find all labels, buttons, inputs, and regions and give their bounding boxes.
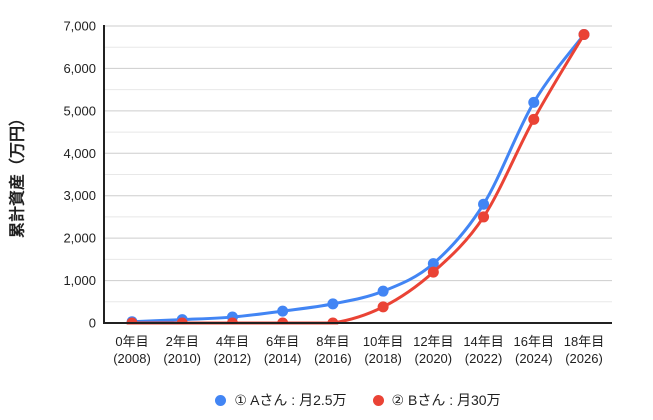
x-tick-label: 18年目(2026) — [564, 334, 604, 366]
x-axis-tick-labels: 0年目(2008) 2年目(2010) 4年目(2012) 6年目(2014) 8年目(… — [113, 334, 604, 366]
series-a-dot-icon — [215, 394, 227, 406]
data-point-series-0[interactable] — [427, 258, 439, 270]
data-point-series-0[interactable] — [478, 198, 490, 210]
x-tick-label: 10年目(2018) — [363, 334, 403, 366]
data-point-series-1[interactable] — [528, 113, 540, 125]
y-axis-tick-labels: 0 1,000 2,000 3,000 4,000 5,000 6,000 7,000 — [63, 19, 96, 331]
series-layer — [126, 28, 590, 325]
y-tick-label: 3,000 — [63, 188, 96, 203]
data-point-series-1[interactable] — [578, 28, 590, 40]
y-tick-label: 4,000 — [63, 146, 96, 161]
y-tick-label: 0 — [89, 316, 96, 331]
x-tick-label: 0年目(2008) — [113, 334, 151, 366]
legend-label-series-b: ② Bさん : 月30万 — [391, 392, 501, 408]
data-point-series-0[interactable] — [528, 96, 540, 108]
x-tick-label: 12年目(2020) — [413, 334, 453, 366]
data-point-series-1[interactable] — [377, 301, 389, 313]
y-tick-label: 1,000 — [63, 273, 96, 288]
y-tick-label: 7,000 — [63, 19, 96, 34]
x-tick-label: 8年目(2016) — [314, 334, 352, 366]
chart-legend: ① Aさん : 月2.5万 ② Bさん : 月30万 — [104, 389, 612, 411]
data-point-series-1[interactable] — [478, 211, 490, 223]
x-tick-label: 4年目(2012) — [214, 334, 252, 366]
series-line-1 — [130, 32, 586, 325]
x-tick-label: 16年目(2024) — [514, 334, 554, 366]
y-tick-label: 6,000 — [63, 61, 96, 76]
y-tick-label: 5,000 — [63, 103, 96, 118]
legend-item-series-b[interactable]: ② Bさん : 月30万 — [372, 390, 501, 410]
series-b-dot-icon — [372, 394, 384, 406]
series-line-0 — [130, 32, 586, 324]
x-tick-label: 6年目(2014) — [264, 334, 302, 366]
legend-label-series-a: ① Aさん : 月2.5万 — [234, 392, 347, 408]
data-point-series-1[interactable] — [427, 266, 439, 278]
y-axis-title: 累計資産（万円） — [8, 110, 27, 238]
x-tick-label: 2年目(2010) — [163, 334, 201, 366]
x-tick-label: 14年目(2022) — [463, 334, 503, 366]
data-point-series-0[interactable] — [377, 285, 389, 297]
gridlines — [104, 25, 612, 303]
data-point-series-0[interactable] — [327, 298, 339, 310]
data-point-series-0[interactable] — [277, 305, 289, 317]
y-tick-label: 2,000 — [63, 231, 96, 246]
legend-item-series-a[interactable]: ① Aさん : 月2.5万 — [215, 390, 347, 410]
